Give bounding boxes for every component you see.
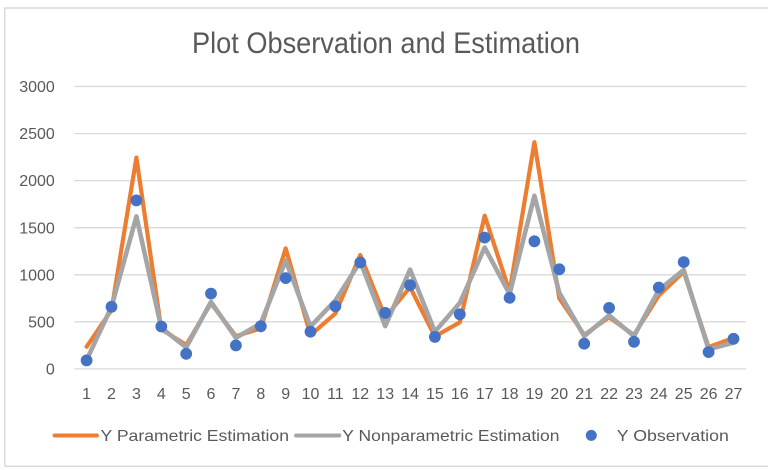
svg-text:2: 2 (107, 386, 116, 403)
svg-text:10: 10 (302, 386, 320, 403)
svg-text:20: 20 (550, 386, 568, 403)
svg-text:15: 15 (426, 386, 444, 403)
svg-text:3: 3 (132, 386, 141, 403)
svg-text:21: 21 (575, 386, 593, 403)
svg-text:16: 16 (451, 386, 469, 403)
svg-text:18: 18 (501, 386, 519, 403)
svg-text:4: 4 (157, 386, 166, 403)
svg-text:22: 22 (600, 386, 618, 403)
svg-text:Y Parametric Estimation: Y Parametric Estimation (101, 428, 290, 445)
svg-text:7: 7 (231, 386, 240, 403)
svg-text:11: 11 (327, 386, 344, 403)
svg-text:5: 5 (182, 386, 191, 403)
svg-text:23: 23 (625, 386, 643, 403)
svg-text:2500: 2500 (19, 126, 55, 143)
svg-text:19: 19 (526, 386, 544, 403)
svg-text:3000: 3000 (19, 79, 55, 96)
svg-text:1500: 1500 (19, 220, 55, 237)
svg-text:6: 6 (207, 386, 216, 403)
svg-text:2000: 2000 (19, 173, 55, 190)
svg-text:26: 26 (700, 386, 718, 403)
svg-text:1: 1 (82, 386, 91, 403)
svg-text:500: 500 (28, 314, 55, 331)
svg-text:13: 13 (376, 386, 394, 403)
svg-text:9: 9 (281, 386, 290, 403)
svg-text:27: 27 (725, 386, 743, 403)
svg-text:24: 24 (650, 386, 668, 403)
svg-text:0: 0 (46, 362, 55, 379)
svg-text:1000: 1000 (19, 267, 55, 284)
svg-text:14: 14 (401, 386, 419, 403)
svg-text:25: 25 (675, 386, 693, 403)
svg-text:Y Observation: Y Observation (617, 428, 729, 445)
svg-text:12: 12 (351, 386, 369, 403)
svg-text:17: 17 (476, 386, 494, 403)
svg-text:8: 8 (256, 386, 265, 403)
svg-text:Plot Observation and Estimatio: Plot Observation and Estimation (192, 27, 580, 60)
svg-text:Y Nonparametric Estimation: Y Nonparametric Estimation (342, 428, 559, 445)
